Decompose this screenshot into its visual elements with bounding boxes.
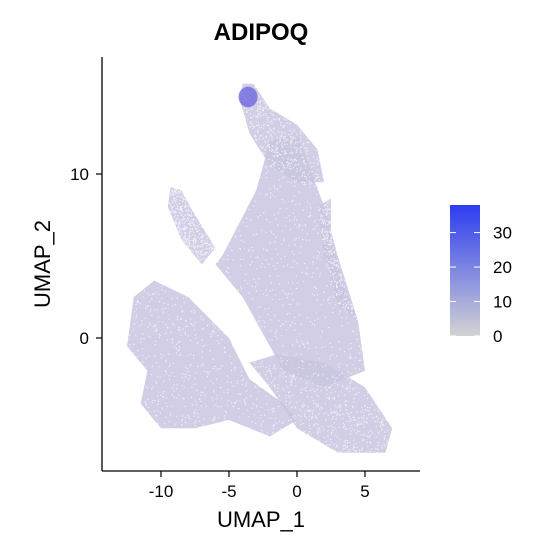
point-region-right-spur xyxy=(317,198,360,323)
point-density-fill xyxy=(317,198,359,322)
point-region-top-lobes xyxy=(239,83,325,184)
colorbar-tick-label: 30 xyxy=(493,224,512,243)
point-region-left-arm xyxy=(127,280,297,437)
y-axis-label: UMAP_2 xyxy=(30,220,55,308)
colorbar-tick-label: 0 xyxy=(493,327,502,346)
x-tick-label: 0 xyxy=(292,482,301,501)
x-tick-label: 5 xyxy=(360,482,369,501)
data-points xyxy=(127,83,393,454)
y-axis-ticks: 0 10 xyxy=(70,165,102,348)
colorbar xyxy=(450,205,480,336)
point-region-central-body xyxy=(215,133,365,388)
point-density-fill xyxy=(215,133,365,388)
x-axis-ticks: -10 -5 0 5 xyxy=(149,471,370,501)
point-speckle xyxy=(241,86,324,184)
point-speckle xyxy=(168,188,216,262)
colorbar-tick-label: 10 xyxy=(493,293,512,312)
x-tick-label: -5 xyxy=(221,482,236,501)
point-region-upper-left-spur xyxy=(167,187,216,265)
y-tick-label: 0 xyxy=(80,329,89,348)
point-hotspot xyxy=(238,86,258,108)
point-density-fill xyxy=(249,354,393,453)
x-tick-label: -10 xyxy=(149,482,174,501)
colorbar-legend: 0 10 20 30 xyxy=(450,205,512,346)
y-tick-label: 10 xyxy=(70,165,89,184)
colorbar-ticks: 0 10 20 30 xyxy=(450,224,512,346)
x-axis-label: UMAP_1 xyxy=(217,507,305,532)
chart-title: ADIPOQ xyxy=(214,19,309,46)
colorbar-tick-label: 20 xyxy=(493,258,512,277)
point-region-tall-lower-right-mass xyxy=(249,354,393,454)
